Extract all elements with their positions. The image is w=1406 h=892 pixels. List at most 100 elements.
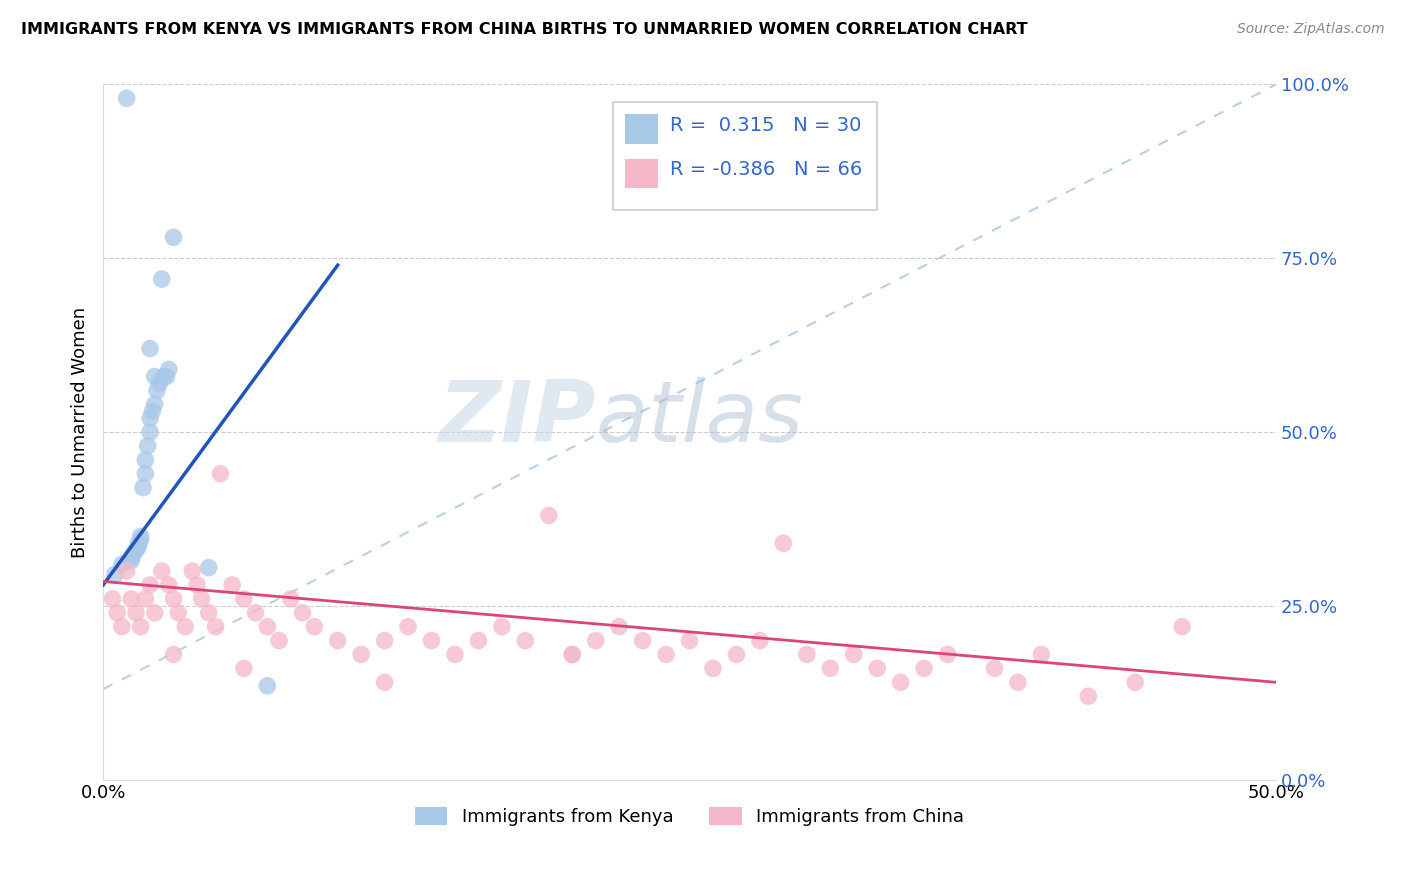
Point: [1007, 675, 1029, 690]
Point: [655, 648, 678, 662]
Point: [561, 648, 583, 662]
Point: [537, 508, 560, 523]
Point: [350, 648, 373, 662]
Point: [139, 578, 162, 592]
Text: Source: ZipAtlas.com: Source: ZipAtlas.com: [1237, 22, 1385, 37]
Point: [143, 397, 166, 411]
Point: [132, 481, 155, 495]
Point: [153, 369, 176, 384]
Point: [232, 591, 254, 606]
Point: [129, 533, 152, 547]
Point: [120, 550, 142, 565]
Point: [139, 411, 162, 425]
Bar: [626, 114, 658, 144]
Point: [197, 560, 219, 574]
Point: [115, 91, 138, 105]
Point: [105, 606, 128, 620]
Point: [129, 620, 152, 634]
Point: [134, 453, 156, 467]
Point: [280, 591, 302, 606]
Point: [104, 567, 127, 582]
Text: R = -0.386   N = 66: R = -0.386 N = 66: [669, 161, 862, 179]
Y-axis label: Births to Unmarried Women: Births to Unmarried Women: [72, 307, 89, 558]
Point: [111, 620, 134, 634]
Point: [515, 633, 537, 648]
Point: [190, 591, 212, 606]
Point: [748, 633, 770, 648]
Point: [796, 648, 818, 662]
Point: [125, 543, 148, 558]
Point: [174, 620, 197, 634]
Point: [115, 564, 138, 578]
Point: [1123, 675, 1146, 690]
Point: [129, 529, 152, 543]
Point: [983, 661, 1005, 675]
Text: IMMIGRANTS FROM KENYA VS IMMIGRANTS FROM CHINA BIRTHS TO UNMARRIED WOMEN CORRELA: IMMIGRANTS FROM KENYA VS IMMIGRANTS FROM…: [21, 22, 1028, 37]
Point: [209, 467, 232, 481]
FancyBboxPatch shape: [613, 102, 877, 210]
Point: [326, 633, 349, 648]
Point: [127, 540, 149, 554]
Point: [162, 648, 184, 662]
Point: [291, 606, 314, 620]
Point: [467, 633, 489, 648]
Point: [631, 633, 654, 648]
Point: [820, 661, 842, 675]
Point: [245, 606, 267, 620]
Text: atlas: atlas: [596, 376, 804, 459]
Point: [150, 272, 173, 286]
Point: [120, 591, 142, 606]
Point: [111, 557, 134, 571]
Point: [585, 633, 607, 648]
Point: [725, 648, 748, 662]
Point: [374, 633, 396, 648]
Point: [157, 578, 180, 592]
Point: [1171, 620, 1194, 634]
Point: [139, 425, 162, 439]
Point: [221, 578, 243, 592]
Point: [162, 230, 184, 244]
Point: [122, 547, 145, 561]
Point: [134, 591, 156, 606]
Legend: Immigrants from Kenya, Immigrants from China: Immigrants from Kenya, Immigrants from C…: [408, 799, 972, 833]
Point: [561, 648, 583, 662]
Point: [157, 362, 180, 376]
Point: [101, 591, 124, 606]
Point: [127, 536, 149, 550]
Point: [150, 564, 173, 578]
Point: [936, 648, 959, 662]
Point: [204, 620, 226, 634]
Point: [420, 633, 443, 648]
Point: [267, 633, 290, 648]
Point: [143, 606, 166, 620]
Point: [162, 591, 184, 606]
Point: [302, 620, 325, 634]
Point: [167, 606, 190, 620]
Point: [607, 620, 630, 634]
Point: [181, 564, 204, 578]
Point: [1031, 648, 1053, 662]
Point: [256, 679, 278, 693]
Text: R =  0.315   N = 30: R = 0.315 N = 30: [669, 116, 860, 135]
Point: [702, 661, 724, 675]
Point: [444, 648, 467, 662]
Point: [146, 384, 169, 398]
Point: [232, 661, 254, 675]
Point: [197, 606, 219, 620]
Text: ZIP: ZIP: [439, 376, 596, 459]
Point: [491, 620, 513, 634]
Point: [148, 376, 170, 391]
Point: [186, 578, 208, 592]
Point: [136, 439, 159, 453]
Point: [141, 404, 163, 418]
Point: [1077, 689, 1099, 703]
Point: [866, 661, 889, 675]
Point: [678, 633, 700, 648]
Point: [125, 606, 148, 620]
Bar: [626, 159, 658, 188]
Point: [139, 342, 162, 356]
Point: [134, 467, 156, 481]
Point: [374, 675, 396, 690]
Point: [155, 369, 177, 384]
Point: [890, 675, 912, 690]
